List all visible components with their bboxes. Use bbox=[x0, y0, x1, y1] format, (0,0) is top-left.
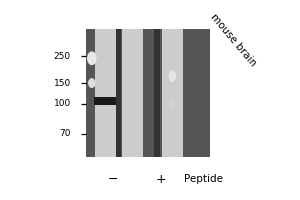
Ellipse shape bbox=[169, 99, 176, 109]
Text: Peptide: Peptide bbox=[184, 174, 223, 184]
Bar bbox=[86, 29, 210, 157]
Text: 250: 250 bbox=[54, 52, 71, 61]
Text: 70: 70 bbox=[59, 129, 71, 138]
Text: +: + bbox=[155, 173, 166, 186]
Ellipse shape bbox=[88, 78, 95, 88]
Text: −: − bbox=[107, 173, 118, 186]
Bar bbox=[94, 97, 116, 105]
Text: 100: 100 bbox=[54, 99, 71, 108]
Ellipse shape bbox=[169, 70, 176, 82]
Text: 150: 150 bbox=[54, 79, 71, 88]
Bar bbox=[154, 29, 160, 157]
Bar bbox=[162, 29, 183, 157]
Bar bbox=[95, 29, 116, 157]
Ellipse shape bbox=[87, 51, 97, 65]
Bar bbox=[116, 29, 121, 157]
Text: mouse brain: mouse brain bbox=[209, 11, 259, 68]
Bar bbox=[122, 29, 142, 157]
